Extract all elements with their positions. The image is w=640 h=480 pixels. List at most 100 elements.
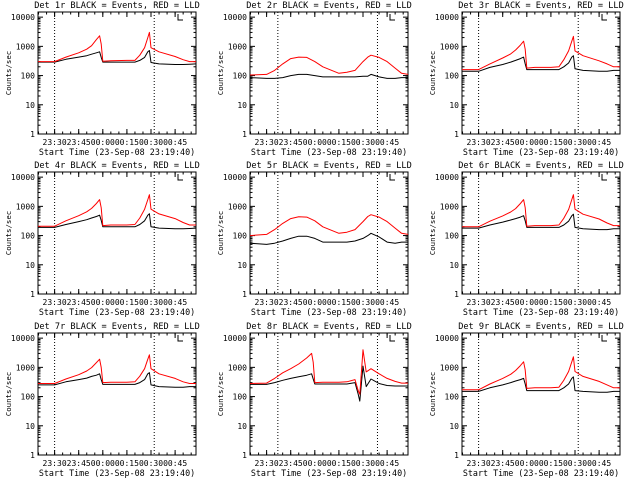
- y-tick-label: 1: [242, 451, 247, 460]
- y-tick-label: 100: [21, 72, 36, 81]
- x-tick-label: 00:30: [351, 298, 375, 307]
- x-tick-label: 00:45: [587, 298, 611, 307]
- y-tick-label: 1000: [16, 202, 35, 211]
- x-tick-label: 00:00: [91, 138, 115, 147]
- y-tick-label: 10000: [11, 173, 35, 182]
- x-tick-label: 23:30: [467, 298, 491, 307]
- y-axis-label: Counts/sec: [216, 51, 225, 96]
- x-tick-label: 00:30: [351, 459, 375, 468]
- panel-title: Det 6r BLACK = Events, RED = LLD: [458, 161, 624, 171]
- x-tick-label: 00:15: [539, 138, 563, 147]
- y-tick-label: 10: [237, 261, 247, 270]
- x-tick-label: 00:00: [303, 298, 327, 307]
- legend-marker: [601, 335, 607, 342]
- series-line-lld: [462, 194, 620, 228]
- x-tick-label: 00:30: [139, 459, 163, 468]
- y-tick-label: 1000: [440, 42, 459, 51]
- x-tick-label: 23:45: [279, 298, 303, 307]
- x-tick-label: 00:45: [375, 298, 399, 307]
- plot-frame: [461, 11, 621, 135]
- plot-frame: [249, 11, 409, 135]
- x-tick-label: 00:45: [587, 138, 611, 147]
- x-tick-label: 00:45: [163, 459, 187, 468]
- legend-marker: [389, 14, 395, 21]
- panel-title: Det 8r BLACK = Events, RED = LLD: [246, 322, 412, 332]
- series-line-events: [462, 376, 620, 393]
- x-tick-label: 23:45: [491, 459, 515, 468]
- plot-frame: [461, 171, 621, 295]
- x-tick-label: 23:30: [467, 138, 491, 147]
- y-tick-label: 10: [449, 422, 459, 431]
- legend-marker: [601, 174, 607, 181]
- panel-title: Det 2r BLACK = Events, RED = LLD: [246, 1, 412, 11]
- detector-panel-9: Det 9r BLACK = Events, RED = LLD 1 10 100 10…: [428, 322, 624, 478]
- y-tick-label: 10: [449, 261, 459, 270]
- y-tick-label: 1: [454, 130, 459, 139]
- x-tick-label: 00:15: [539, 459, 563, 468]
- x-tick-label: 00:15: [539, 298, 563, 307]
- y-axis-label: Counts/sec: [216, 372, 225, 417]
- y-axis-label: Counts/sec: [428, 211, 437, 256]
- x-tick-label: 00:45: [375, 138, 399, 147]
- x-tick-label: 23:45: [491, 138, 515, 147]
- y-tick-label: 100: [233, 232, 248, 241]
- y-tick-label: 10: [237, 422, 247, 431]
- y-tick-label: 10000: [223, 13, 247, 22]
- y-tick-label: 100: [445, 72, 460, 81]
- x-tick-label: 23:45: [67, 138, 91, 147]
- x-tick-label: 00:45: [163, 138, 187, 147]
- y-axis-label: Counts/sec: [428, 372, 437, 417]
- x-tick-label: 00:30: [351, 138, 375, 147]
- panel-title: Det 1r BLACK = Events, RED = LLD: [34, 1, 200, 11]
- y-tick-label: 100: [21, 393, 36, 402]
- x-tick-label: 23:45: [67, 459, 91, 468]
- series-line-lld: [462, 356, 620, 391]
- y-tick-label: 1000: [16, 42, 35, 51]
- detector-panel-2: Det 2r BLACK = Events, RED = LLD 1 10 100 10…: [216, 1, 412, 157]
- y-tick-label: 10000: [11, 334, 35, 343]
- x-axis-label: Start Time (23-Sep-08 23:19:40): [463, 307, 619, 317]
- y-tick-label: 100: [445, 232, 460, 241]
- plot-frame: [461, 332, 621, 456]
- x-axis-label: Start Time (23-Sep-08 23:19:40): [39, 147, 195, 157]
- plot-frame: [249, 332, 409, 456]
- x-tick-label: 23:30: [255, 459, 279, 468]
- y-tick-label: 10000: [435, 173, 459, 182]
- y-tick-label: 1: [30, 130, 35, 139]
- x-tick-label: 00:15: [327, 138, 351, 147]
- y-tick-label: 1000: [440, 363, 459, 372]
- y-tick-label: 100: [233, 72, 248, 81]
- x-tick-label: 00:15: [115, 459, 139, 468]
- y-tick-label: 1: [242, 130, 247, 139]
- y-tick-label: 1000: [228, 202, 247, 211]
- x-tick-label: 23:30: [43, 459, 67, 468]
- x-tick-label: 00:00: [91, 459, 115, 468]
- panel-title: Det 4r BLACK = Events, RED = LLD: [34, 161, 200, 171]
- y-tick-label: 1000: [16, 363, 35, 372]
- y-tick-label: 10: [25, 422, 35, 431]
- y-axis-label: Counts/sec: [4, 51, 13, 96]
- x-tick-label: 23:45: [279, 459, 303, 468]
- y-tick-label: 1: [30, 290, 35, 299]
- detector-panel-8: Det 8r BLACK = Events, RED = LLD 1 10 100 10…: [216, 322, 412, 478]
- y-tick-label: 1000: [228, 42, 247, 51]
- panel-title: Det 7r BLACK = Events, RED = LLD: [34, 322, 200, 332]
- x-tick-label: 23:45: [67, 298, 91, 307]
- series-line-lld: [38, 354, 196, 384]
- series-line-lld: [38, 194, 196, 227]
- legend-marker: [177, 174, 183, 181]
- x-tick-label: 00:30: [563, 138, 587, 147]
- y-axis-label: Counts/sec: [4, 211, 13, 256]
- x-tick-label: 00:30: [563, 459, 587, 468]
- series-line-events: [38, 50, 197, 65]
- y-tick-label: 1: [30, 451, 35, 460]
- series-line-lld: [249, 349, 408, 395]
- x-tick-label: 00:00: [515, 459, 539, 468]
- x-axis-label: Start Time (23-Sep-08 23:19:40): [251, 307, 407, 317]
- x-axis-label: Start Time (23-Sep-08 23:19:40): [251, 147, 407, 157]
- series-line-lld: [249, 54, 409, 76]
- y-tick-label: 100: [21, 232, 36, 241]
- detector-panel-1: Det 1r BLACK = Events, RED = LLD 1 10 100 10…: [4, 1, 200, 157]
- y-axis-label: Counts/sec: [216, 211, 225, 256]
